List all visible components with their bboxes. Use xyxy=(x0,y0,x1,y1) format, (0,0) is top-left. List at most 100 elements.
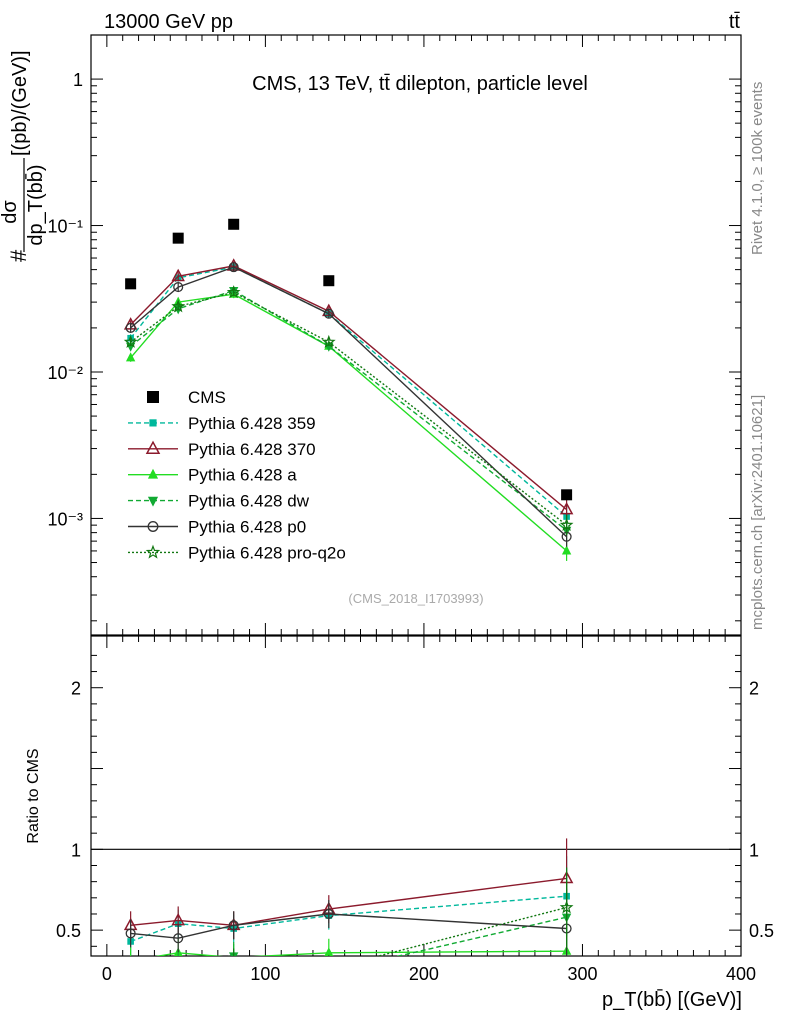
main-plot-frame xyxy=(90,34,742,636)
ratio-marker xyxy=(233,955,234,956)
main-series-6 xyxy=(123,285,574,536)
main-marker xyxy=(559,517,574,531)
main-marker xyxy=(323,308,334,319)
x-tick-label: 300 xyxy=(567,964,597,984)
ratio-series-line xyxy=(130,877,567,927)
legend-label: Pythia 6.428 p0 xyxy=(188,518,306,537)
legend-label: Pythia 6.428 pro-q2o xyxy=(188,543,346,562)
legend-entry: CMS xyxy=(147,388,226,407)
ratio-y-tick-label: 0.5 xyxy=(56,921,81,941)
legend-marker xyxy=(147,496,159,507)
legend-label: Pythia 6.428 370 xyxy=(188,440,316,459)
main-y-tick-label: 10⁻² xyxy=(47,363,83,383)
ratio-marker xyxy=(559,900,574,914)
main-title: CMS, 13 TeV, tt̄ dilepton, particle leve… xyxy=(252,73,588,95)
y-label-unit: [(pb)/(GeV)] xyxy=(9,50,31,156)
main-y-tick-label: 10⁻¹ xyxy=(47,217,83,237)
main-marker xyxy=(228,262,239,273)
main-marker xyxy=(226,285,241,299)
ratio-marker xyxy=(174,959,183,968)
header-left: 13000 GeV pp xyxy=(104,11,233,33)
legend-label: CMS xyxy=(188,388,226,407)
ratio-marker xyxy=(324,963,334,973)
legend-marker xyxy=(147,521,159,532)
ratio-series-1 xyxy=(127,856,570,956)
legend-label: Pythia 6.428 a xyxy=(188,466,297,485)
legend-marker xyxy=(145,440,161,455)
ratio-marker xyxy=(126,972,135,981)
main-marker xyxy=(561,545,572,555)
x-tick-label: 0 xyxy=(102,964,112,984)
main-marker xyxy=(171,268,185,282)
main-marker xyxy=(559,501,574,515)
cms-marker xyxy=(125,278,137,290)
ratio-marker xyxy=(323,908,334,920)
legend-entry: Pythia 6.428 dw xyxy=(128,492,310,511)
ratio-marker xyxy=(125,928,136,939)
main-marker xyxy=(123,334,138,348)
ratio-series-line xyxy=(227,916,567,956)
main-series-line xyxy=(130,289,568,531)
main-series-group xyxy=(123,218,574,561)
legend: CMS Pythia 6.428 359 Pythia 6.428 370 Pythi… xyxy=(128,388,346,562)
ratio-series-line xyxy=(375,906,567,956)
legend-entry: Pythia 6.428 359 xyxy=(128,414,316,433)
cms-marker xyxy=(323,275,335,287)
x-tick-label: 100 xyxy=(250,964,280,984)
legend-marker xyxy=(147,468,159,479)
ratio-marker xyxy=(173,965,183,975)
x-tick-label: 200 xyxy=(409,964,439,984)
main-marker xyxy=(125,322,136,333)
x-axis-label: p_T(bb̄) [(GeV)] xyxy=(602,988,742,1011)
ratio-marker xyxy=(324,969,333,978)
main-watermark: (CMS_2018_I1703993) xyxy=(348,591,483,606)
y-label-denominator: dp_T(bb̄) xyxy=(24,164,47,245)
cms-marker xyxy=(228,218,240,230)
main-series-5 xyxy=(125,262,572,547)
legend-label: Pythia 6.428 359 xyxy=(188,414,316,433)
legend-marker xyxy=(145,544,161,559)
main-marker xyxy=(125,352,136,362)
main-series-cms xyxy=(125,218,573,501)
ratio-y-ticks: 0.5 0.5 1 1 2 2 xyxy=(56,654,774,947)
ratio-y-tick-label: 2 xyxy=(71,679,81,699)
main-y-axis-label: # dσ dp_T(bb̄) [(pb)/(GeV)] xyxy=(0,50,47,262)
ratio-series-line xyxy=(130,913,567,939)
main-marker xyxy=(171,299,186,313)
x-tick-label: 400 xyxy=(726,964,756,984)
ratio-series-6 xyxy=(173,867,574,975)
cms-marker xyxy=(172,232,184,244)
mcplots-label: mcplots.cern.ch [arXiv:2401.10621] xyxy=(749,395,766,630)
main-marker xyxy=(173,282,184,293)
ratio-y-axis-label: Ratio to CMS xyxy=(25,748,42,843)
main-marker xyxy=(321,334,336,348)
rivet-label: Rivet 4.1.0, ≥ 100k events xyxy=(749,82,766,255)
ratio-y-tick-label-right: 0.5 xyxy=(749,921,774,941)
ratio-series-5 xyxy=(125,888,572,956)
legend-entry: Pythia 6.428 a xyxy=(128,466,297,485)
legend-marker xyxy=(149,419,157,427)
main-series-line xyxy=(130,266,568,518)
main-x-ticks xyxy=(106,35,742,635)
ratio-marker xyxy=(173,933,184,944)
legend-label: Pythia 6.428 dw xyxy=(188,492,310,511)
main-y-tick-label: 1 xyxy=(73,70,83,90)
ratio-series-line xyxy=(154,950,567,956)
legend-entry: Pythia 6.428 pro-q2o xyxy=(128,543,346,562)
ratio-series-group xyxy=(123,838,574,981)
main-panel: 10⁻³ 10⁻² 10⁻¹ 1 CMS, 13 TeV, tt̄ dilepton,… xyxy=(47,34,742,636)
ratio-x-ticks: 0 100 200 300 400 xyxy=(102,636,756,984)
ratio-y-tick-label-right: 2 xyxy=(749,679,759,699)
ratio-marker xyxy=(228,920,239,931)
header-right: tt̄ xyxy=(729,11,741,33)
y-label-numerator: dσ xyxy=(0,200,21,224)
ratio-plot-frame xyxy=(90,635,742,957)
ratio-series-4 xyxy=(126,877,572,981)
legend-entry: Pythia 6.428 p0 xyxy=(128,518,306,537)
main-y-tick-label: 10⁻³ xyxy=(47,509,83,529)
main-y-ticks: 10⁻³ 10⁻² 10⁻¹ 1 xyxy=(47,34,741,622)
ratio-marker xyxy=(130,955,131,956)
ratio-panel: 0.5 0.5 1 1 2 2 0 100 200 300 400 Ratio to CMS p_… xyxy=(25,635,774,1011)
cms-marker xyxy=(561,489,573,501)
